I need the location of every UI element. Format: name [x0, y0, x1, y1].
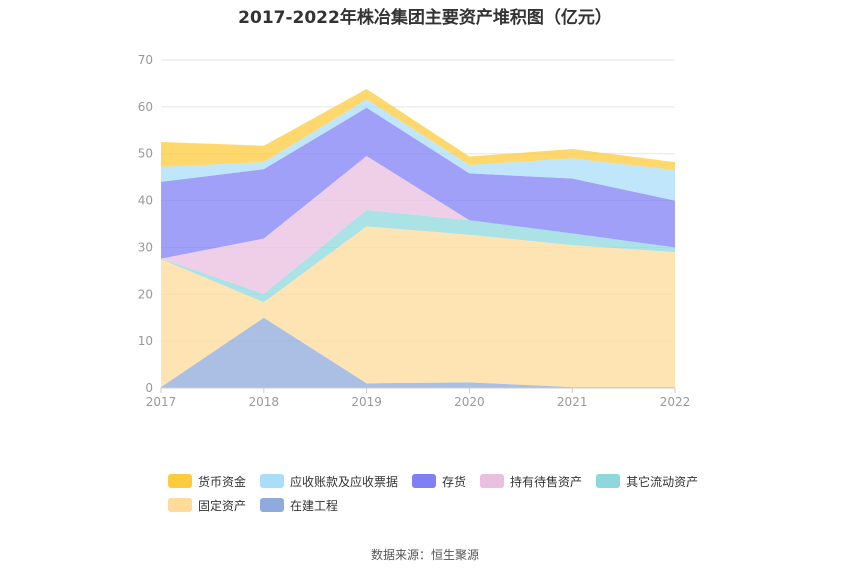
- legend: 货币资金 应收账款及应收票据 存货 持有待售资产 其它流动资产固定资产 在建工程: [168, 472, 728, 514]
- legend-label: 应收账款及应收票据: [290, 474, 399, 489]
- y-tick-label: 0: [145, 381, 153, 395]
- legend-label: 其它流动资产: [626, 474, 699, 489]
- y-tick-label: 20: [138, 287, 153, 301]
- legend-swatch: [168, 474, 192, 488]
- legend-label: 在建工程: [290, 498, 339, 513]
- area-series: [161, 89, 675, 388]
- x-tick-label: 2017: [146, 395, 177, 409]
- y-tick-label: 10: [138, 334, 153, 348]
- y-tick-label: 40: [138, 194, 153, 208]
- area-series-应收账款及应收票据: [161, 99, 675, 201]
- legend-item[interactable]: 存货: [412, 472, 466, 490]
- area-series-固定资产: [161, 226, 675, 388]
- legend-item[interactable]: 应收账款及应收票据: [260, 472, 398, 490]
- legend-item[interactable]: 持有待售资产: [480, 472, 582, 490]
- axes: 0 10 20 30 40 50 60 70 2017 2018 2019 2020 2021 2022: [138, 53, 691, 409]
- legend-swatch: [480, 474, 505, 488]
- legend-swatch: [596, 474, 621, 488]
- y-tick-label: 70: [138, 53, 153, 67]
- area-series-其它流动资产: [161, 209, 675, 303]
- legend-item[interactable]: 在建工程: [260, 496, 338, 514]
- legend-swatch: [168, 498, 192, 512]
- area-series-在建工程: [161, 317, 675, 388]
- legend-swatch: [412, 474, 437, 488]
- x-tick-label: 2020: [454, 395, 485, 409]
- y-tick-label: 60: [138, 100, 153, 114]
- legend-label: 货币资金: [198, 474, 247, 489]
- x-tick-label: 2019: [351, 395, 382, 409]
- area-series-货币资金: [161, 89, 675, 171]
- data-source-note: 数据来源：恒生聚源: [370, 548, 479, 562]
- legend-item[interactable]: 固定资产: [168, 496, 246, 514]
- y-tick-label: 30: [138, 240, 153, 254]
- x-tick-label: 2022: [660, 395, 691, 409]
- legend-swatch: [260, 498, 285, 512]
- y-tick-label: 50: [138, 147, 153, 161]
- x-tick-label: 2018: [249, 395, 280, 409]
- legend-label: 持有待售资产: [510, 474, 583, 489]
- chart-title: 2017-2022年株冶集团主要资产堆积图（亿元）: [238, 8, 612, 28]
- x-tick-label: 2021: [557, 395, 588, 409]
- legend-swatch: [260, 474, 285, 488]
- legend-item[interactable]: 其它流动资产: [596, 472, 698, 490]
- legend-item[interactable]: 货币资金: [168, 472, 246, 490]
- area-series-持有待售资产: [161, 156, 675, 294]
- legend-label: 存货: [442, 474, 467, 489]
- legend-label: 固定资产: [198, 498, 247, 513]
- area-series-存货: [161, 107, 675, 259]
